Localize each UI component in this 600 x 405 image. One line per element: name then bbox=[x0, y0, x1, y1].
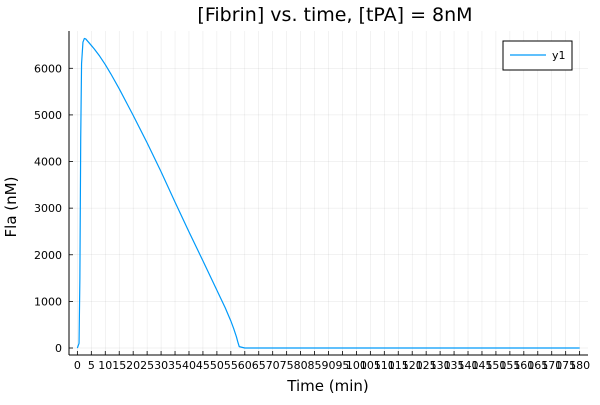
x-tick-label: 130 bbox=[430, 359, 451, 372]
x-tick-label: 100 bbox=[346, 359, 367, 372]
y-tick-label: 3000 bbox=[34, 202, 62, 215]
legend-label: y1 bbox=[552, 49, 566, 62]
y-tick-label: 0 bbox=[55, 342, 62, 355]
tick-labels: 0 5 10 15 20 25 30 35 40 45 50 55 60 65 70 75 80 85 90 9510… bbox=[34, 62, 590, 372]
x-tick-label: 155 bbox=[499, 359, 520, 372]
x-tick-label: 25 bbox=[140, 359, 154, 372]
x-tick-label: 75 bbox=[280, 359, 294, 372]
x-tick-label: 165 bbox=[527, 359, 548, 372]
x-tick-label: 15 bbox=[112, 359, 126, 372]
y-tick-label: 5000 bbox=[34, 109, 62, 122]
y-tick-label: 2000 bbox=[34, 249, 62, 262]
x-tick-label: 140 bbox=[458, 359, 479, 372]
axes bbox=[68, 31, 588, 356]
x-tick-label: 110 bbox=[374, 359, 395, 372]
y-axis-label: Fla (nM) bbox=[2, 177, 20, 238]
data-series bbox=[76, 37, 580, 349]
x-tick-label: 35 bbox=[168, 359, 182, 372]
x-tick-label: 115 bbox=[388, 359, 409, 372]
x-tick-label: 180 bbox=[569, 359, 590, 372]
x-tick-label: 10 bbox=[98, 359, 112, 372]
x-tick-label: 125 bbox=[416, 359, 437, 372]
x-tick-label: 80 bbox=[294, 359, 308, 372]
x-tick-label: 175 bbox=[555, 359, 576, 372]
y-tick-label: 4000 bbox=[34, 156, 62, 169]
x-tick-label: 135 bbox=[444, 359, 465, 372]
y-tick-label: 6000 bbox=[34, 62, 62, 75]
x-tick-label: 160 bbox=[513, 359, 534, 372]
x-tick-label: 30 bbox=[154, 359, 168, 372]
x-tick-label: 60 bbox=[238, 359, 252, 372]
x-tick-label: 55 bbox=[224, 359, 238, 372]
x-tick-label: 145 bbox=[471, 359, 492, 372]
grid-lines bbox=[69, 31, 588, 355]
x-tick-label: 20 bbox=[126, 359, 140, 372]
x-tick-label: 150 bbox=[485, 359, 506, 372]
x-tick-label: 105 bbox=[360, 359, 381, 372]
x-tick-label: 5 bbox=[88, 359, 95, 372]
x-tick-label: 50 bbox=[210, 359, 224, 372]
x-tick-label: 85 bbox=[308, 359, 322, 372]
legend: y1 bbox=[502, 40, 573, 71]
x-axis-label: Time (min) bbox=[286, 377, 368, 395]
x-tick-label: 40 bbox=[182, 359, 196, 372]
chart-title: [Fibrin] vs. time, [tPA] = 8nM bbox=[197, 4, 472, 26]
y-tick-label: 1000 bbox=[34, 295, 62, 308]
x-tick-label: 0 bbox=[74, 359, 81, 372]
x-tick-label: 120 bbox=[402, 359, 423, 372]
x-tick-label: 45 bbox=[196, 359, 210, 372]
x-tick-label: 65 bbox=[252, 359, 266, 372]
x-tick-label: 90 bbox=[322, 359, 336, 372]
x-tick-label: 70 bbox=[266, 359, 280, 372]
x-tick-label: 170 bbox=[541, 359, 562, 372]
series-line-y1 bbox=[76, 37, 580, 349]
x-tick-label: 95 bbox=[335, 359, 349, 372]
